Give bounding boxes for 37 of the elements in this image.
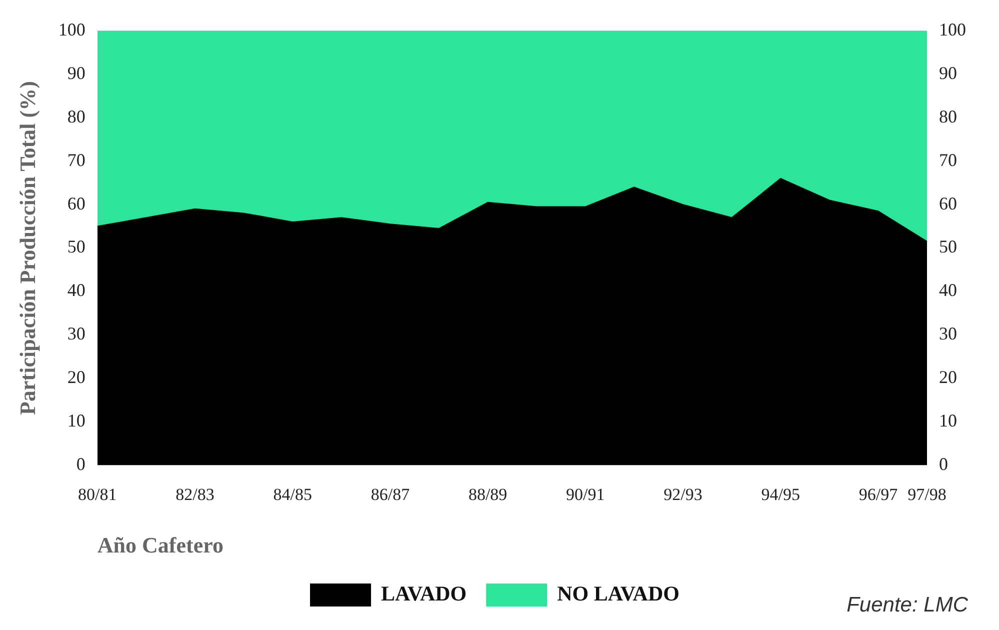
- source-note: Fuente: LMC: [846, 593, 969, 616]
- y2-tick-label: 90: [939, 62, 957, 83]
- y-tick-label: 100: [58, 20, 86, 40]
- x-tick-label: 80/81: [78, 484, 117, 504]
- y-tick-label: 70: [67, 150, 86, 170]
- y2-tick-label: 70: [939, 150, 957, 170]
- y-tick-label: 90: [67, 62, 86, 83]
- y2-tick-label: 30: [939, 324, 957, 344]
- x-tick-label: 88/89: [468, 484, 508, 504]
- legend-label: LAVADO: [381, 581, 467, 606]
- y2-tick-label: 80: [939, 106, 957, 126]
- y-tick-label: 30: [67, 324, 86, 344]
- x-tick-label: 90/91: [566, 484, 605, 504]
- y2-tick-label: 60: [939, 193, 957, 214]
- y-tick-label: 40: [67, 280, 86, 300]
- x-tick-label: 94/95: [761, 484, 800, 504]
- y2-tick-label: 100: [939, 20, 966, 40]
- x-tick-label: 97/98: [908, 484, 946, 504]
- x-tick-label: 84/85: [273, 484, 312, 504]
- y2-tick-label: 20: [939, 367, 957, 388]
- y2-tick-label: 0: [939, 454, 948, 474]
- y-tick-label: 10: [67, 410, 86, 430]
- y2-tick-label: 10: [939, 410, 957, 430]
- legend-label: NO LAVADO: [557, 581, 680, 606]
- x-tick-label: 96/97: [858, 484, 898, 504]
- x-tick-label: 86/87: [370, 484, 410, 504]
- y-tick-label: 80: [67, 106, 86, 126]
- y2-tick-label: 50: [939, 236, 957, 257]
- x-axis-title: Año Cafetero: [97, 532, 224, 558]
- y-tick-label: 50: [67, 236, 86, 257]
- y2-tick-label: 40: [939, 280, 957, 300]
- y-tick-label: 20: [67, 367, 86, 388]
- y-axis-title: Participación Producción Total (%): [14, 81, 40, 415]
- y-tick-label: 60: [67, 193, 86, 214]
- x-tick-label: 82/83: [176, 484, 214, 504]
- y-tick-label: 0: [76, 454, 86, 474]
- x-tick-label: 92/93: [664, 484, 702, 504]
